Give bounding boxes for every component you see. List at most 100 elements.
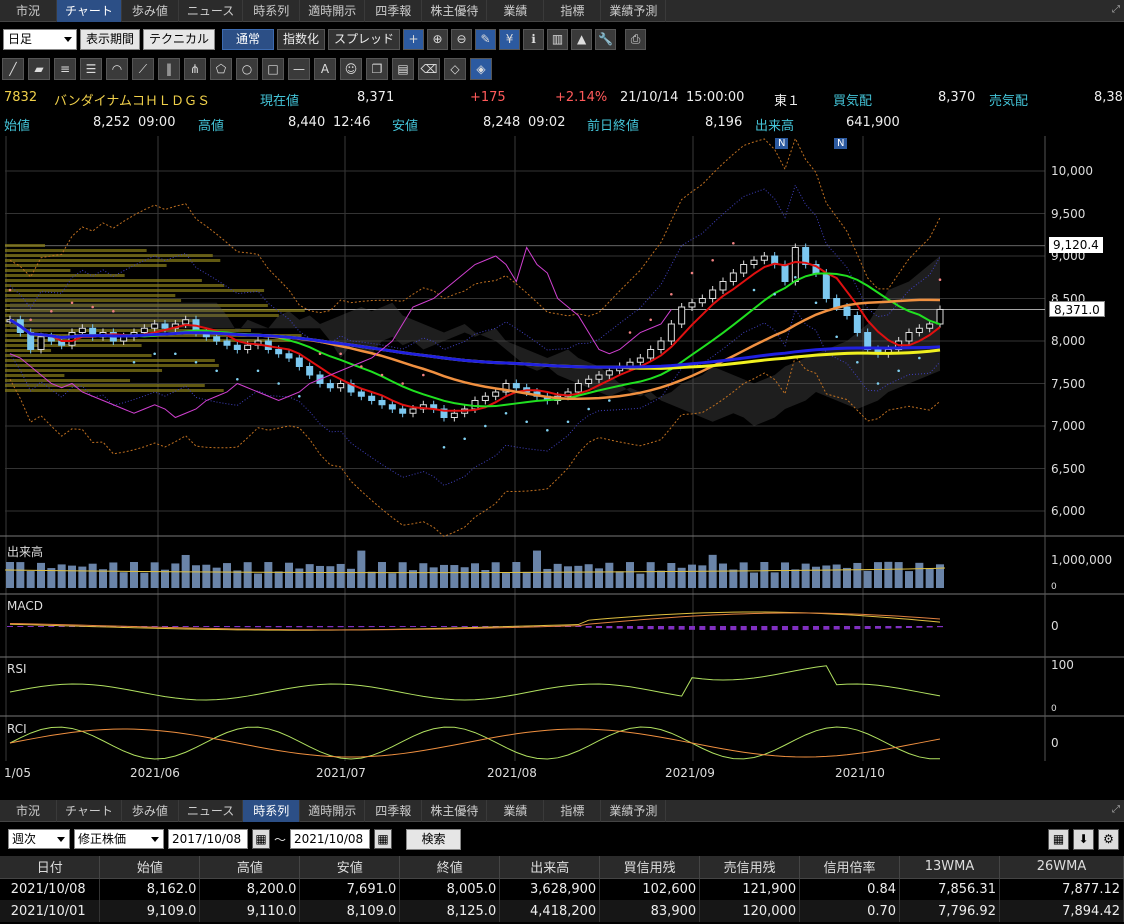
tab-item[interactable]: 指標 <box>544 0 602 22</box>
pentagon-icon[interactable]: ⬠ <box>210 58 232 80</box>
news-badge[interactable]: N <box>834 138 848 149</box>
circle-icon[interactable]: ○ <box>236 58 258 80</box>
tab-item[interactable]: 業績予測 <box>601 800 667 822</box>
delete-icon[interactable]: ⌫ <box>418 58 440 80</box>
tab-item[interactable]: 歩み値 <box>122 0 179 22</box>
vertical-lines-icon[interactable]: ‖ <box>158 58 180 80</box>
technical-button[interactable]: テクニカル <box>143 28 216 50</box>
rci-short-line <box>9 726 941 760</box>
tab-item[interactable]: ニュース <box>179 0 244 22</box>
eraser-icon[interactable]: ◇ <box>444 58 466 80</box>
resize-corner-icon[interactable]: ⤢ <box>1112 804 1120 815</box>
calculator-icon[interactable]: ▦ <box>1048 829 1069 850</box>
column-header[interactable]: 日付 <box>0 856 101 879</box>
column-header[interactable]: 高値 <box>199 856 301 879</box>
table-row[interactable]: 2021/10/01 9,109.0 9,110.0 8,109.0 8,125.0 4,… <box>0 900 1124 922</box>
smile-icon[interactable]: ☺ <box>340 58 362 80</box>
period-select[interactable]: 日足 <box>3 28 77 50</box>
tab-item[interactable]: 株主優待 <box>422 0 488 22</box>
column-header[interactable]: 安値 <box>299 856 401 879</box>
display-period-button[interactable]: 表示期間 <box>80 28 141 50</box>
index-mode-button[interactable]: 指数化 <box>277 28 326 50</box>
tab-item[interactable]: 業績 <box>487 800 545 822</box>
resize-corner-icon[interactable]: ⤢ <box>1112 4 1120 15</box>
copy-icon[interactable]: ❐ <box>366 58 388 80</box>
column-header[interactable]: 13WMA <box>899 856 1000 879</box>
volume-bar <box>202 564 211 588</box>
tab-item[interactable]: 歩み値 <box>122 800 179 822</box>
column-header[interactable]: 26WMA <box>999 856 1124 879</box>
fan-icon[interactable]: ⟋ <box>132 58 154 80</box>
tab-item[interactable]: チャート <box>57 0 122 22</box>
search-button[interactable]: 検索 <box>406 828 462 850</box>
hline-icon[interactable]: — <box>288 58 310 80</box>
macd-histogram-bar <box>606 626 613 629</box>
table-cell: 8,005.0 <box>399 878 501 900</box>
download-icon[interactable]: ⬇ <box>1073 829 1094 850</box>
tab-item[interactable]: 市況 <box>0 800 57 822</box>
tab-item[interactable]: 適時開示 <box>300 0 366 22</box>
quote-date: 21/10/14 <box>620 90 679 105</box>
arc-icon[interactable]: ◠ <box>106 58 128 80</box>
tab-item[interactable]: 業績 <box>487 0 545 22</box>
pitchfork-icon[interactable]: ⋔ <box>184 58 206 80</box>
calendar-icon[interactable]: ▦ <box>252 829 270 849</box>
calendar-icon[interactable]: ▦ <box>374 829 393 849</box>
tab-item[interactable]: 市況 <box>0 0 57 22</box>
text-icon[interactable]: A <box>314 58 336 80</box>
column-header[interactable]: 終値 <box>399 856 501 879</box>
column-header[interactable]: 信用倍率 <box>799 856 901 879</box>
macd-histogram-bar <box>286 626 292 628</box>
column-header[interactable]: 買信用残 <box>599 856 701 879</box>
parabolic-dot <box>670 292 673 296</box>
paste-icon[interactable]: ▤ <box>392 58 414 80</box>
tab-item[interactable]: 株主優待 <box>422 800 488 822</box>
column-header[interactable]: 売信用残 <box>699 856 801 879</box>
candle <box>864 332 872 350</box>
trendline-icon[interactable]: ╱ <box>2 58 24 80</box>
date-from-input[interactable]: 2017/10/08 <box>168 829 248 849</box>
pen-icon[interactable]: ✎ <box>475 28 497 50</box>
spread-mode-button[interactable]: スプレッド <box>328 28 401 50</box>
volume-bar <box>316 565 324 588</box>
tab-item[interactable]: 時系列 <box>243 0 301 22</box>
my-chart-icon[interactable]: ▥ <box>547 28 569 50</box>
select-tool-icon[interactable]: ◈ <box>470 58 492 80</box>
tab-item[interactable]: 指標 <box>544 800 602 822</box>
fibonacci-icon[interactable]: ☰ <box>80 58 102 80</box>
column-header[interactable]: 出来高 <box>499 856 601 879</box>
adjust-select[interactable]: 修正株価 <box>74 829 164 849</box>
tab-item[interactable]: チャート <box>57 800 122 822</box>
tab-item[interactable]: 四季報 <box>365 0 423 22</box>
tab-item[interactable]: 業績予測 <box>601 0 667 22</box>
span-select[interactable]: 週次 <box>8 829 70 849</box>
last-price-label: 8,371.0 <box>1049 301 1105 317</box>
ruler-icon[interactable]: ▰ <box>28 58 50 80</box>
settings-icon[interactable]: ⚙ <box>1098 829 1119 850</box>
column-header[interactable]: 始値 <box>99 856 201 879</box>
print-icon[interactable]: ⎙ <box>625 28 647 50</box>
area-chart-icon[interactable]: ▲ <box>571 28 593 50</box>
zoom-in-icon[interactable]: ⊕ <box>427 28 449 50</box>
stock-chart[interactable] <box>0 136 1124 776</box>
table-row[interactable]: 2021/10/08 8,162.0 8,200.0 7,691.0 8,005.0 3,… <box>0 878 1124 900</box>
macd-histogram-bar <box>203 626 210 628</box>
wrench-icon[interactable]: 🔧 <box>595 28 617 50</box>
parabolic-dot <box>8 288 12 292</box>
crosshair-icon[interactable]: + <box>403 28 425 50</box>
yen-icon[interactable]: ¥ <box>499 28 521 50</box>
low-time: 09:02 <box>528 115 566 130</box>
tab-item[interactable]: 時系列 <box>243 800 301 822</box>
normal-mode-button[interactable]: 通常 <box>222 28 275 50</box>
date-to-input[interactable]: 2021/10/08 <box>290 829 371 849</box>
news-badge[interactable]: N <box>775 138 789 149</box>
tab-item[interactable]: 適時開示 <box>300 800 366 822</box>
parallel-lines-icon[interactable]: ≡ <box>54 58 76 80</box>
rectangle-icon[interactable]: □ <box>262 58 284 80</box>
macd-histogram-bar <box>668 626 675 630</box>
zoom-out-icon[interactable]: ⊖ <box>451 28 473 50</box>
tab-item[interactable]: 四季報 <box>365 800 423 822</box>
info-icon[interactable]: ℹ <box>523 28 545 50</box>
tab-item[interactable]: ニュース <box>179 800 244 822</box>
macd-histogram-bar <box>461 626 468 627</box>
